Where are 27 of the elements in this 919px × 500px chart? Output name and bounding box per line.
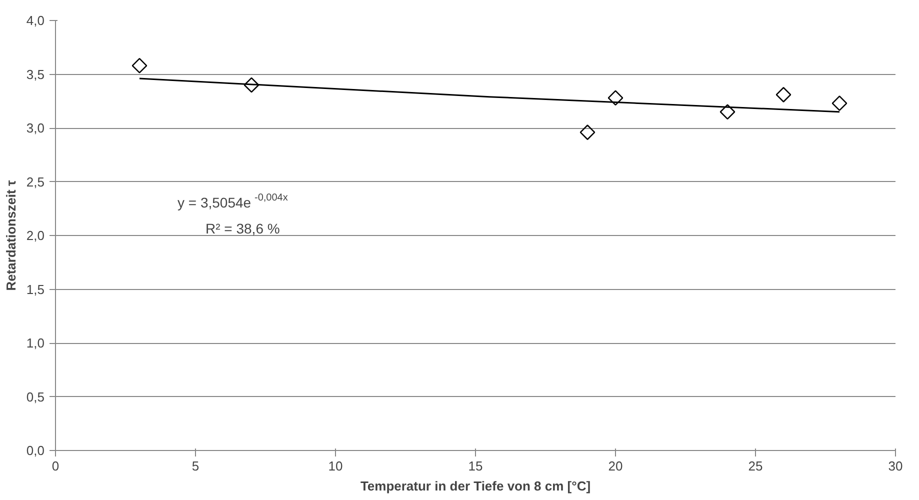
y-tick-label: 2,0	[26, 228, 45, 243]
y-tick-label: 1,0	[26, 336, 45, 350]
y-tick-label: 4,0	[26, 13, 45, 28]
y-axis-title: Retardationszeit τ	[3, 180, 18, 291]
point	[720, 104, 736, 120]
y-tick-label: 0,5	[26, 389, 45, 404]
x-tick-label: 0	[52, 458, 60, 474]
point	[608, 90, 624, 106]
x-tick-label: 5	[192, 458, 200, 474]
point	[776, 86, 792, 102]
point	[832, 96, 848, 111]
x-axis-title: Temperatur in der Tiefe von 8 cm [°C]	[360, 478, 591, 494]
y-tick-label: 0,0	[26, 443, 45, 458]
y-tick-label: 3,5	[26, 66, 45, 82]
point	[132, 58, 148, 74]
y-tick-label: 3,0	[26, 120, 45, 136]
x-tick-label: 25	[748, 458, 763, 474]
x-tick-label: 15	[468, 458, 483, 474]
annotation: R² = 38,6 %	[206, 220, 280, 236]
x-tick-label: 20	[608, 458, 623, 474]
point	[580, 124, 596, 140]
y-tick-label: 1,5	[26, 282, 45, 297]
point	[244, 77, 260, 93]
x-tick-label: 10	[328, 458, 343, 474]
y-tick-label: 2,5	[26, 174, 45, 190]
x-tick-label: 30	[888, 458, 903, 474]
annotation: y = 3,5054e-0,004x	[178, 192, 288, 210]
